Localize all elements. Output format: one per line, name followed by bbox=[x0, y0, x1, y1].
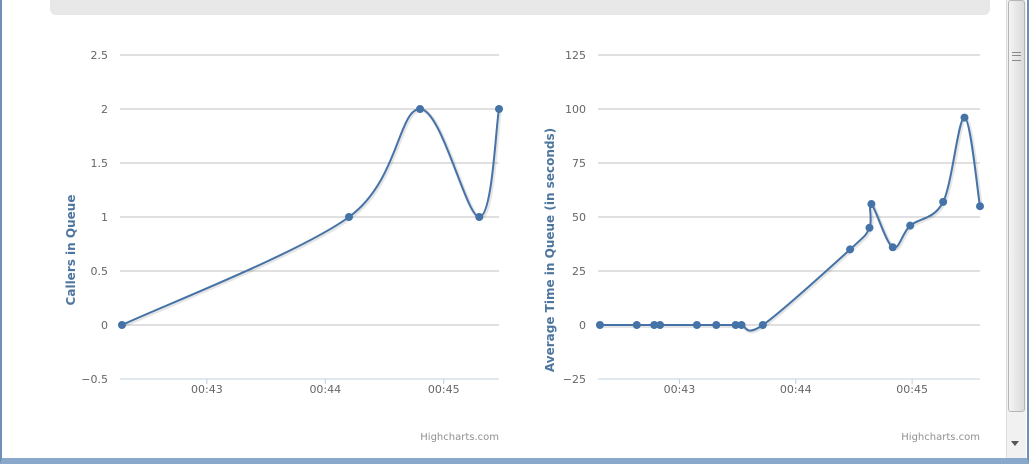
x-tick-label: 00:44 bbox=[780, 383, 812, 396]
data-point[interactable] bbox=[656, 321, 665, 329]
data-point[interactable] bbox=[495, 105, 503, 113]
x-tick-label: 00:43 bbox=[191, 383, 223, 396]
data-point[interactable] bbox=[475, 213, 484, 221]
data-point[interactable] bbox=[867, 200, 876, 209]
credits-link[interactable]: Highcharts.com bbox=[420, 432, 499, 443]
scrollbar-thumb[interactable] bbox=[1008, 0, 1025, 412]
y-tick-label: −0.5 bbox=[81, 373, 108, 386]
series-line-shadow bbox=[598, 116, 983, 334]
y-axis-title: Callers in Queue bbox=[64, 195, 78, 306]
data-point[interactable] bbox=[758, 321, 767, 329]
chart-callers-in-queue: −0.5 0 0.5 1 1.5 2 2.5 00:43 00:44 00:45 Callers i… bbox=[64, 49, 503, 443]
data-point[interactable] bbox=[846, 245, 855, 254]
y-tick-label: 0 bbox=[579, 319, 586, 332]
series-line-shadow bbox=[120, 108, 502, 328]
top-panel bbox=[50, 0, 990, 15]
data-point[interactable] bbox=[960, 113, 969, 122]
x-tick-label: 00:45 bbox=[428, 383, 460, 396]
data-point[interactable] bbox=[632, 321, 641, 329]
x-tick-label: 00:44 bbox=[309, 383, 341, 396]
y-tick-label: 75 bbox=[572, 157, 586, 170]
data-point[interactable] bbox=[888, 243, 897, 252]
data-point[interactable] bbox=[939, 197, 948, 206]
x-tick-label: 00:43 bbox=[664, 383, 696, 396]
y-tick-label: 1.5 bbox=[91, 157, 109, 170]
y-tick-label: 1 bbox=[101, 211, 108, 224]
data-point[interactable] bbox=[344, 213, 353, 221]
y-tick-label: 0 bbox=[101, 319, 108, 332]
y-tick-label: 25 bbox=[572, 265, 586, 278]
credits-link[interactable]: Highcharts.com bbox=[901, 432, 980, 443]
x-tick-label: 00:45 bbox=[896, 383, 928, 396]
scroll-down-arrow-icon[interactable] bbox=[1011, 441, 1019, 446]
data-point[interactable] bbox=[737, 321, 746, 329]
data-point[interactable] bbox=[117, 321, 126, 329]
y-tick-label: 0.5 bbox=[91, 265, 109, 278]
y-tick-label: 50 bbox=[572, 211, 586, 224]
data-point[interactable] bbox=[595, 321, 604, 329]
data-point[interactable] bbox=[712, 321, 721, 329]
charts-area: −0.5 0 0.5 1 1.5 2 2.5 00:43 00:44 00:45 Callers i… bbox=[64, 49, 984, 443]
data-point[interactable] bbox=[906, 221, 915, 230]
chart-average-time-in-queue: −25 0 25 50 75 100 125 00:43 00:44 00:45 Average T… bbox=[543, 49, 984, 443]
data-point[interactable] bbox=[650, 321, 659, 329]
y-tick-label: 2 bbox=[101, 103, 108, 116]
series-line bbox=[120, 108, 500, 326]
y-tick-label: 125 bbox=[565, 49, 586, 62]
vertical-scrollbar[interactable] bbox=[1006, 0, 1026, 458]
data-point[interactable] bbox=[416, 105, 425, 113]
data-point[interactable] bbox=[731, 321, 740, 329]
y-tick-label: 2.5 bbox=[91, 49, 109, 62]
series-line bbox=[598, 116, 981, 332]
y-tick-label: −25 bbox=[563, 373, 586, 386]
data-point[interactable] bbox=[692, 321, 701, 329]
scrollbar-grip-icon bbox=[1012, 52, 1021, 61]
data-point[interactable] bbox=[865, 223, 874, 232]
data-point[interactable] bbox=[976, 202, 984, 211]
y-axis-title: Average Time in Queue (in seconds) bbox=[543, 128, 557, 372]
y-tick-label: 100 bbox=[565, 103, 586, 116]
